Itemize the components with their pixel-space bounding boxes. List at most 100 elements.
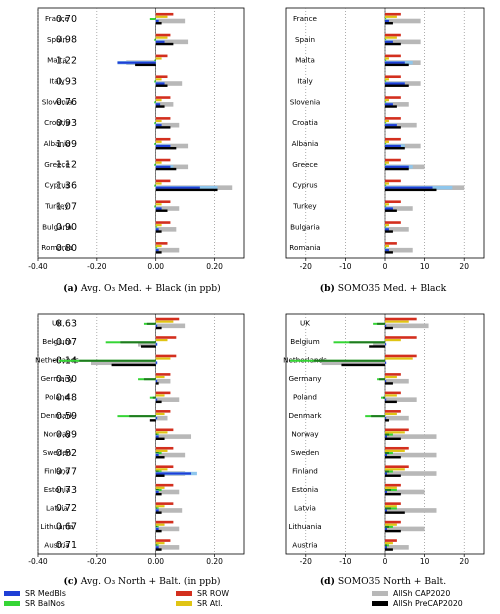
bar-sr_medbls: [385, 228, 389, 231]
category-label: Albania: [44, 139, 71, 148]
bar-sr_atl: [385, 15, 397, 18]
bar-sr_row: [155, 520, 174, 524]
bar-sr_row: [155, 54, 168, 58]
value-label: 1.09: [56, 139, 77, 150]
bar-sr_row: [155, 336, 177, 339]
category-label: Greece: [44, 160, 70, 169]
bar-sr_balnos-dark: [383, 396, 385, 399]
bar-allsh_cap2020: [155, 545, 180, 550]
bar-allsh_cap2020: [321, 360, 385, 366]
bar-allsh_cap2020: [155, 227, 177, 232]
category-label: Malta: [47, 56, 67, 65]
bar-sr_balnos-dark: [385, 452, 389, 455]
bar-sr_row: [155, 12, 174, 16]
bar-sr_medbls: [155, 103, 161, 106]
bar-allsh_precap2020: [385, 188, 437, 192]
value-label: 0.59: [56, 411, 77, 422]
bar-sr_atl: [385, 505, 397, 508]
bar-sr_atl: [155, 375, 165, 379]
bar-allsh_precap2020: [155, 42, 174, 46]
category-label: Finland: [292, 466, 318, 475]
bar-sr_medbls: [155, 40, 165, 43]
x-tick-label: -20: [300, 262, 312, 271]
bar-sr_atl: [155, 244, 162, 248]
bar-sr_balnos: [155, 226, 158, 229]
bar-sr_row: [155, 96, 171, 99]
bar-sr_medbls: [385, 343, 387, 346]
bar-allsh_precap2020: [385, 126, 401, 129]
bar-allsh_precap2020: [155, 188, 218, 192]
legend-swatch: [4, 591, 20, 596]
bar-sr_atl: [155, 99, 162, 102]
bar-allsh_cap2020: [385, 508, 437, 513]
category-label: Sweden: [43, 448, 71, 457]
category-label: Denmark: [288, 411, 322, 420]
bar-sr_balnos: [385, 184, 387, 187]
bar-allsh_precap2020: [135, 63, 156, 67]
bar-allsh_precap2020: [155, 209, 168, 212]
bar-sr_medbls: [155, 124, 162, 127]
bar-allsh_cap2020: [155, 143, 189, 149]
bar-sr_row: [385, 158, 401, 162]
value-label: 0.48: [56, 392, 77, 403]
bar-sr_row: [385, 221, 401, 224]
bar-sr_medbls: [155, 144, 171, 148]
bar-sr_atl: [385, 140, 389, 143]
bar-sr_balnos: [385, 101, 387, 104]
bar-sr_atl: [385, 375, 397, 379]
bar-sr_medbls: [155, 19, 159, 23]
bar-sr_atl: [155, 357, 171, 360]
bar-allsh_cap2020: [385, 323, 429, 329]
bar-allsh_precap2020: [341, 363, 385, 367]
bar-sr_balnos: [385, 470, 393, 473]
category-label: Germany: [40, 374, 74, 383]
bar-allsh_precap2020: [155, 548, 162, 551]
bar-sr_medbls: [385, 165, 409, 168]
x-tick-label: 0.20: [206, 262, 223, 271]
bar-allsh_precap2020: [385, 492, 401, 496]
bar-sr_balnos-dark: [79, 359, 156, 362]
bar-sr_atl: [385, 394, 397, 397]
bar-sr_balnos-dark: [377, 322, 385, 325]
bar-sr_balnos-dark: [349, 341, 385, 344]
bar-allsh_cap2020: [385, 206, 413, 211]
bar-allsh_precap2020: [155, 437, 165, 440]
bar-allsh_cap2020: [155, 415, 168, 421]
bar-sr_medbls: [155, 249, 159, 252]
bar-sr_balnos: [385, 38, 387, 41]
bar-sr_atl: [155, 468, 168, 471]
bar-sr_atl: [385, 224, 389, 227]
bar-sr_atl: [385, 78, 389, 81]
bar-allsh_cap2020: [155, 452, 186, 458]
bar-sr_row: [385, 33, 401, 37]
bar-sr_atl: [385, 486, 397, 489]
bar-sr_atl: [155, 140, 162, 143]
bar-sr_balnos: [385, 143, 387, 146]
category-label: Denmark: [40, 411, 74, 420]
bar-allsh_precap2020: [385, 209, 397, 212]
bar-sr_atl: [155, 394, 165, 397]
bar-sr_medbls: [385, 124, 397, 127]
bar-sr_medbls: [385, 19, 389, 23]
bar-allsh_precap2020: [385, 251, 393, 254]
bar-sr_row: [155, 317, 180, 321]
plot-frame: [37, 7, 245, 259]
bar-sr_atl: [155, 542, 165, 545]
value-label: -0.07: [52, 337, 77, 348]
bar-sr_balnos: [154, 80, 156, 83]
bar-sr_balnos: [155, 247, 158, 250]
value-label: 0.93: [56, 118, 77, 129]
bar-sr_atl: [385, 182, 389, 185]
bar-sr_atl: [385, 449, 405, 452]
category-label: Belgium: [42, 337, 71, 346]
category-label: Finland: [44, 466, 70, 475]
bar-sr_medbls: [385, 546, 387, 549]
category-label: Austria: [44, 540, 69, 549]
bar-sr_atl: [155, 78, 162, 81]
bar-sr_atl: [385, 542, 393, 545]
bar-allsh_precap2020: [155, 230, 162, 233]
bar-allsh_precap2020: [155, 400, 162, 404]
bar-sr_atl: [155, 224, 162, 227]
value-label: 0.93: [56, 76, 77, 87]
bar-allsh_cap2020: [155, 434, 192, 439]
